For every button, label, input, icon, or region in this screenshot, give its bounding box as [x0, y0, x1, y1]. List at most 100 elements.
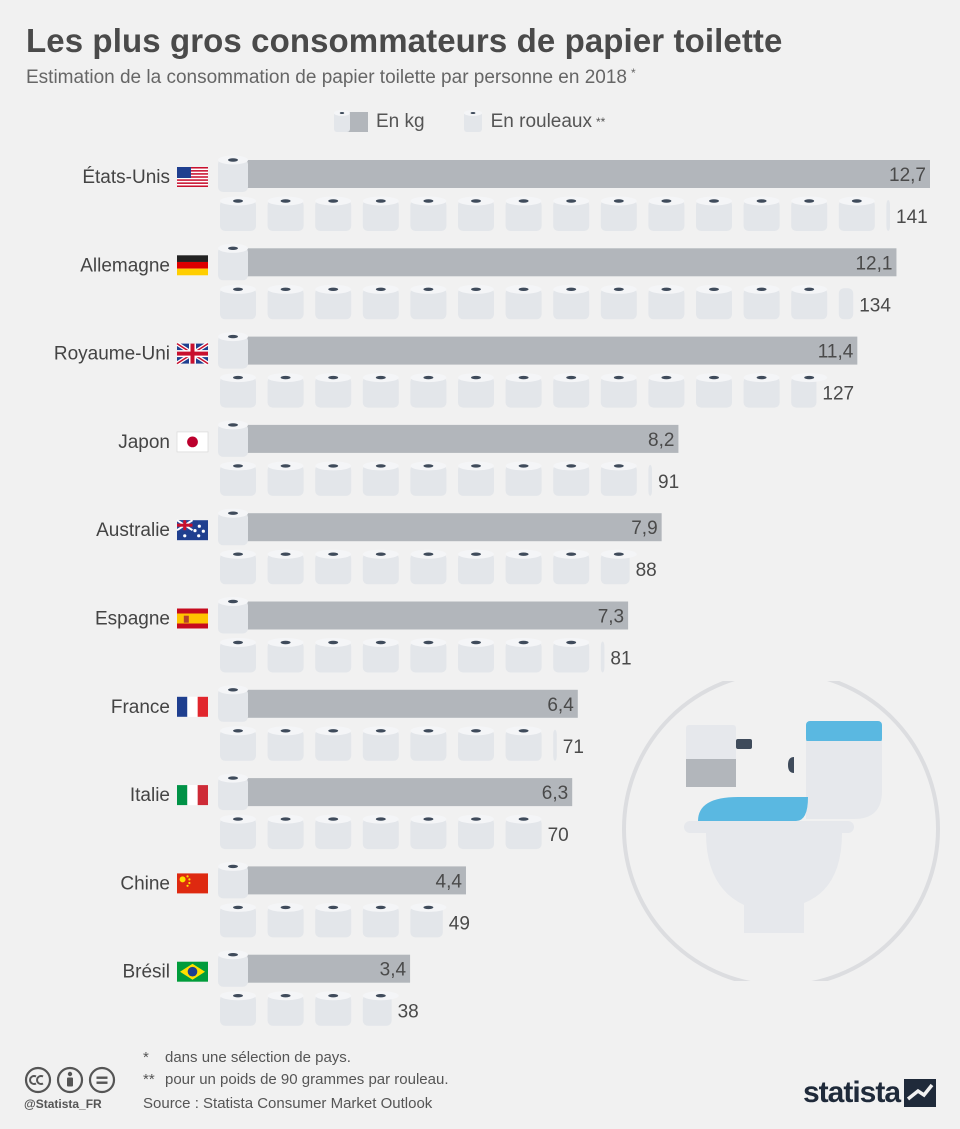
roll-body	[315, 376, 352, 408]
roll-core	[566, 464, 577, 468]
flag-part	[197, 696, 208, 717]
roll-core	[328, 287, 339, 291]
country-row: France 6,4 71	[111, 685, 584, 761]
roll-core	[471, 729, 481, 733]
kg-roll-icon	[218, 332, 248, 369]
flag-part	[177, 523, 193, 527]
roll-core	[566, 640, 577, 645]
roll-body	[220, 200, 256, 231]
roll-body	[218, 247, 248, 281]
italy-flag-icon	[177, 785, 208, 806]
toilet-paper-roll-icon	[315, 726, 352, 761]
roll-core	[566, 552, 577, 556]
roll-body	[315, 729, 352, 761]
flag-part	[177, 613, 208, 624]
roll-body	[410, 641, 447, 673]
flag-part	[187, 696, 198, 717]
roll-body	[458, 818, 494, 850]
roll-body	[600, 376, 637, 408]
roll-core	[375, 464, 386, 468]
toilet-paper-roll-partial-icon	[600, 641, 605, 673]
toilet-paper-roll-icon	[648, 196, 685, 231]
toilet-paper-roll-icon	[553, 638, 590, 673]
toilet-paper-roll-icon	[315, 814, 352, 850]
roll-body	[315, 200, 352, 231]
flag-canton	[177, 167, 191, 178]
toilet-paper-roll-icon	[410, 196, 447, 231]
legend-kg-label: En kg	[376, 111, 425, 132]
flag-star	[186, 884, 189, 887]
roll-body	[362, 641, 399, 673]
roll-core	[471, 817, 481, 821]
roll-core	[423, 199, 434, 203]
roll-core	[228, 688, 238, 692]
roll-body	[505, 200, 542, 231]
country-row: Brésil 3,4 38	[122, 950, 419, 1026]
japan-flag-icon	[176, 431, 209, 453]
country-label: Chine	[120, 873, 170, 894]
toilet-paper-roll-icon	[362, 284, 399, 320]
country-row: Allemagne 12,1 134	[80, 243, 897, 320]
roll-core	[471, 640, 481, 645]
roll-body	[600, 641, 605, 673]
roll-body	[267, 641, 304, 673]
kg-bar	[234, 778, 573, 807]
kg-value-label: 7,3	[598, 607, 624, 628]
toilet-paper-roll-icon	[458, 814, 494, 850]
roll-core	[280, 817, 291, 821]
subtitle-footnote-mark: *	[631, 66, 636, 80]
roll-body	[410, 376, 447, 408]
roll-body	[838, 200, 875, 231]
roll-body	[218, 865, 248, 899]
roll-core	[233, 552, 243, 556]
roll-core	[375, 287, 386, 291]
rolls-value-label: 38	[398, 1002, 419, 1023]
roll-body	[267, 288, 304, 320]
us-flag-icon	[177, 167, 208, 187]
roll-body	[218, 512, 248, 546]
roll-core	[280, 994, 291, 998]
toilet-paper-roll-icon	[600, 196, 637, 231]
roll-body	[267, 994, 304, 1026]
roll-core	[328, 199, 339, 203]
footnotes: * dans une sélection de pays. ** pour un p…	[143, 1047, 449, 1091]
country-label: Brésil	[122, 962, 170, 983]
flag-star	[188, 878, 191, 881]
statista-logo-icon	[904, 1079, 937, 1107]
roll-body	[315, 818, 352, 850]
france-flag-icon	[177, 696, 208, 717]
kg-bar-roll-icon	[334, 110, 368, 132]
toilet-paper-roll-icon	[362, 549, 399, 585]
roll-body	[696, 288, 732, 320]
kg-value-label: 7,9	[631, 518, 657, 539]
rolls-value-label: 141	[896, 207, 928, 228]
roll-core	[613, 199, 624, 203]
footnote-text: dans une sélection de pays.	[165, 1049, 351, 1066]
flag-part	[197, 785, 208, 806]
roll-core	[471, 287, 481, 291]
roll-core	[233, 287, 243, 291]
toilet-paper-roll-icon	[458, 196, 494, 231]
roll-core	[328, 552, 339, 556]
roll-core	[280, 464, 291, 468]
roll-body	[267, 376, 304, 408]
roll-body	[553, 288, 590, 320]
roll-body	[362, 200, 399, 231]
roll-core	[804, 199, 815, 203]
roll-body	[267, 200, 304, 231]
roll-body	[458, 641, 494, 673]
rolls-value-label: 127	[822, 384, 854, 405]
roll-core	[233, 994, 243, 998]
flag-globe	[187, 966, 198, 977]
roll-core	[328, 640, 339, 645]
toilet-paper-roll-icon	[220, 549, 256, 585]
toilet-paper-roll-partial-icon	[553, 729, 557, 761]
toilet-paper-roll-icon	[267, 549, 304, 585]
footnote-1: * dans une sélection de pays.	[143, 1047, 449, 1069]
flag-part	[177, 351, 208, 356]
kg-roll-icon	[218, 950, 248, 987]
toilet-paper-roll-icon	[267, 814, 304, 850]
toilet-paper-roll-partial-icon	[600, 549, 637, 585]
roll-core	[423, 287, 434, 291]
